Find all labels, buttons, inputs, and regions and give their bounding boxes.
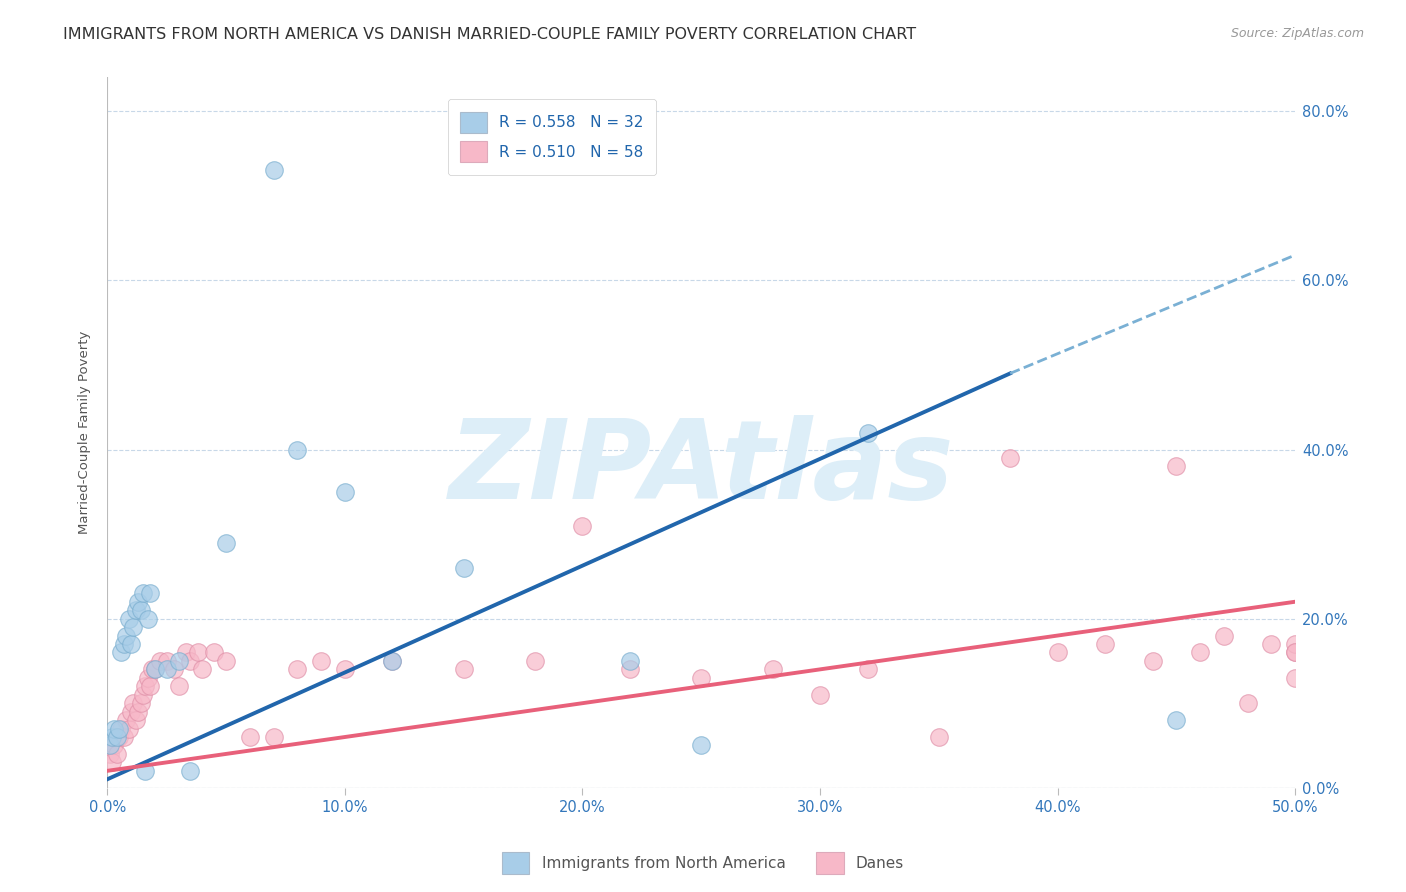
Point	[1094, 637, 1116, 651]
Text: ZIPAtlas: ZIPAtlas	[449, 415, 955, 522]
Point	[1284, 645, 1306, 659]
Point	[110, 722, 132, 736]
Point	[127, 595, 149, 609]
Point	[333, 484, 356, 499]
Point	[1142, 654, 1164, 668]
Point	[120, 705, 142, 719]
Point	[98, 747, 121, 761]
Point	[619, 654, 641, 668]
Point	[108, 730, 131, 744]
Point	[112, 637, 135, 651]
Point	[105, 730, 128, 744]
Point	[1046, 645, 1069, 659]
Point	[1260, 637, 1282, 651]
Point	[98, 739, 121, 753]
Point	[1166, 713, 1188, 727]
Point	[163, 662, 186, 676]
Point	[103, 739, 125, 753]
Point	[998, 450, 1021, 465]
Point	[179, 764, 201, 778]
Point	[239, 730, 262, 744]
Point	[148, 654, 170, 668]
Point	[139, 586, 162, 600]
Point	[1213, 628, 1236, 642]
Point	[523, 654, 546, 668]
Point	[928, 730, 950, 744]
Point	[186, 645, 208, 659]
Point	[108, 722, 131, 736]
Point	[134, 679, 156, 693]
Point	[761, 662, 783, 676]
Point	[125, 603, 148, 617]
Point	[156, 662, 179, 676]
Point	[285, 442, 308, 457]
Point	[215, 654, 238, 668]
Point	[202, 645, 225, 659]
Point	[115, 628, 138, 642]
Point	[856, 662, 879, 676]
Point	[179, 654, 201, 668]
Point	[1284, 671, 1306, 685]
Point	[856, 425, 879, 440]
Text: Source: ZipAtlas.com: Source: ZipAtlas.com	[1230, 27, 1364, 40]
Point	[125, 713, 148, 727]
Point	[127, 705, 149, 719]
Point	[115, 713, 138, 727]
Point	[139, 679, 162, 693]
Point	[129, 696, 152, 710]
Point	[132, 688, 155, 702]
Point	[1189, 645, 1212, 659]
Point	[174, 645, 197, 659]
Legend: Immigrants from North America, Danes: Immigrants from North America, Danes	[496, 846, 910, 880]
Point	[105, 747, 128, 761]
Point	[285, 662, 308, 676]
Point	[120, 637, 142, 651]
Point	[122, 620, 145, 634]
Point	[571, 518, 593, 533]
Point	[143, 662, 166, 676]
Point	[191, 662, 214, 676]
Point	[132, 586, 155, 600]
Point	[117, 722, 139, 736]
Point	[103, 722, 125, 736]
Point	[453, 662, 475, 676]
Point	[156, 654, 179, 668]
Point	[333, 662, 356, 676]
Text: IMMIGRANTS FROM NORTH AMERICA VS DANISH MARRIED-COUPLE FAMILY POVERTY CORRELATIO: IMMIGRANTS FROM NORTH AMERICA VS DANISH …	[63, 27, 917, 42]
Point	[1236, 696, 1258, 710]
Point	[167, 654, 190, 668]
Point	[110, 645, 132, 659]
Point	[101, 730, 124, 744]
Y-axis label: Married-Couple Family Poverty: Married-Couple Family Poverty	[79, 331, 91, 534]
Point	[619, 662, 641, 676]
Point	[101, 756, 124, 770]
Legend: R = 0.558   N = 32, R = 0.510   N = 58: R = 0.558 N = 32, R = 0.510 N = 58	[447, 99, 657, 175]
Point	[143, 662, 166, 676]
Point	[690, 671, 713, 685]
Point	[381, 654, 404, 668]
Point	[136, 671, 159, 685]
Point	[215, 535, 238, 549]
Point	[453, 561, 475, 575]
Point	[263, 163, 285, 178]
Point	[808, 688, 831, 702]
Point	[309, 654, 332, 668]
Point	[112, 730, 135, 744]
Point	[690, 739, 713, 753]
Point	[136, 612, 159, 626]
Point	[122, 696, 145, 710]
Point	[1284, 637, 1306, 651]
Point	[117, 612, 139, 626]
Point	[263, 730, 285, 744]
Point	[1284, 645, 1306, 659]
Point	[381, 654, 404, 668]
Point	[141, 662, 163, 676]
Point	[134, 764, 156, 778]
Point	[167, 679, 190, 693]
Point	[129, 603, 152, 617]
Point	[1166, 459, 1188, 474]
